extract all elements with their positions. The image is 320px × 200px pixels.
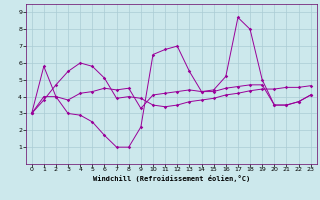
X-axis label: Windchill (Refroidissement éolien,°C): Windchill (Refroidissement éolien,°C) [92, 175, 250, 182]
